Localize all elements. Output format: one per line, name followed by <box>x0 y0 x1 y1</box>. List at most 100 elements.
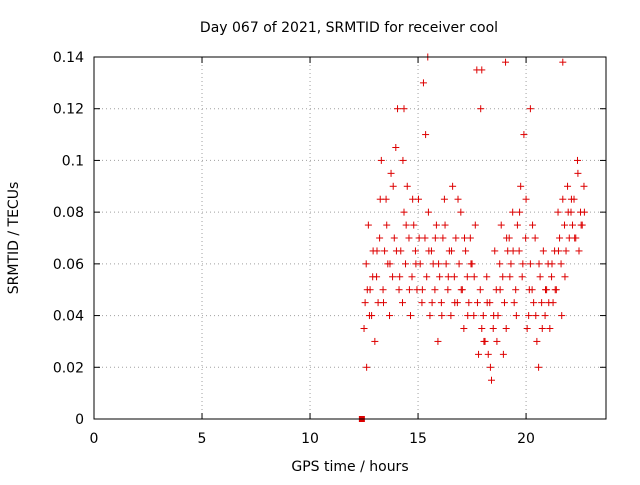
data-point <box>490 312 498 320</box>
data-point <box>394 105 402 113</box>
data-point <box>428 299 436 307</box>
data-point <box>522 234 530 242</box>
data-point <box>515 247 523 255</box>
y-axis-label: SRMTID / TECUs <box>6 182 22 295</box>
data-point <box>496 286 504 294</box>
data-point <box>493 337 501 345</box>
axis-ticks: 0 5 10 15 20 0 0.02 0.04 0.06 0.08 0.1 0.12 0.14 <box>53 50 606 447</box>
data-point <box>457 208 465 216</box>
data-point <box>448 247 456 255</box>
data-point <box>548 273 556 281</box>
grid-lines <box>94 57 606 419</box>
data-point <box>512 312 520 320</box>
data-point <box>522 195 530 203</box>
data-point <box>425 247 433 255</box>
data-point <box>439 234 447 242</box>
data-point <box>510 299 518 307</box>
data-point <box>386 260 394 268</box>
data-point <box>523 325 531 332</box>
data-point <box>525 286 533 294</box>
data-point <box>363 363 371 371</box>
data-point <box>450 273 458 281</box>
data-point <box>444 286 452 294</box>
data-point <box>363 286 371 294</box>
data-point <box>369 273 377 281</box>
data-point <box>381 247 389 255</box>
x-tick-label: 5 <box>198 431 207 447</box>
data-point <box>483 273 491 281</box>
data-point <box>470 312 478 320</box>
data-point <box>400 105 408 113</box>
data-point <box>520 131 528 139</box>
data-point <box>435 260 443 268</box>
data-point <box>497 221 505 229</box>
data-point <box>467 260 475 268</box>
y-tick-label: 0.14 <box>53 50 84 66</box>
data-point <box>410 221 418 229</box>
data-point <box>473 299 481 307</box>
data-point <box>402 221 410 229</box>
y-tick-label: 0 <box>75 412 84 428</box>
data-point <box>379 286 387 294</box>
y-tick-label: 0.04 <box>53 309 84 325</box>
data-point <box>455 260 463 268</box>
data-point <box>406 312 414 320</box>
data-point <box>442 260 450 268</box>
data-point <box>573 156 581 164</box>
data-point <box>483 299 491 307</box>
data-point <box>574 169 582 177</box>
data-point <box>389 182 397 190</box>
data-point <box>569 221 577 229</box>
x-tick-label: 0 <box>90 431 99 447</box>
data-point <box>512 286 520 294</box>
data-point <box>441 221 449 229</box>
data-point <box>503 234 511 242</box>
data-point <box>365 312 373 320</box>
data-point <box>567 195 575 203</box>
data-point <box>424 208 432 216</box>
x-axis-label: GPS time / hours <box>291 459 408 475</box>
data-point <box>499 273 507 281</box>
data-point <box>440 195 448 203</box>
data-point <box>447 312 455 320</box>
data-point <box>580 182 588 190</box>
data-point <box>434 337 442 345</box>
data-point <box>376 234 384 242</box>
data-point <box>529 221 537 229</box>
data-point <box>390 234 398 242</box>
data-point <box>476 286 484 294</box>
data-point <box>400 208 408 216</box>
data-point <box>489 325 497 332</box>
data-point <box>392 144 400 151</box>
data-point <box>377 156 385 164</box>
data-point <box>395 286 403 294</box>
data-point <box>502 325 510 332</box>
data-point <box>422 131 430 139</box>
data-point <box>389 273 397 281</box>
data-point <box>412 260 420 268</box>
data-point <box>423 273 431 281</box>
data-point <box>564 208 572 216</box>
data-points <box>358 53 588 422</box>
data-point <box>561 273 569 281</box>
x-tick-label: 15 <box>409 431 427 447</box>
plot-frame <box>93 56 607 420</box>
data-point <box>437 299 445 307</box>
data-point <box>471 221 479 229</box>
data-point <box>548 260 556 268</box>
data-point <box>564 182 572 190</box>
data-point <box>383 221 391 229</box>
data-point <box>405 286 413 294</box>
data-point <box>460 325 468 332</box>
data-point <box>371 337 379 345</box>
data-point <box>376 195 384 203</box>
data-point <box>533 337 541 345</box>
data-point <box>532 312 540 320</box>
data-point <box>502 58 510 66</box>
data-point <box>526 105 534 113</box>
data-point <box>419 79 427 87</box>
data-point <box>364 221 372 229</box>
data-point <box>426 312 434 320</box>
data-point <box>432 221 440 229</box>
